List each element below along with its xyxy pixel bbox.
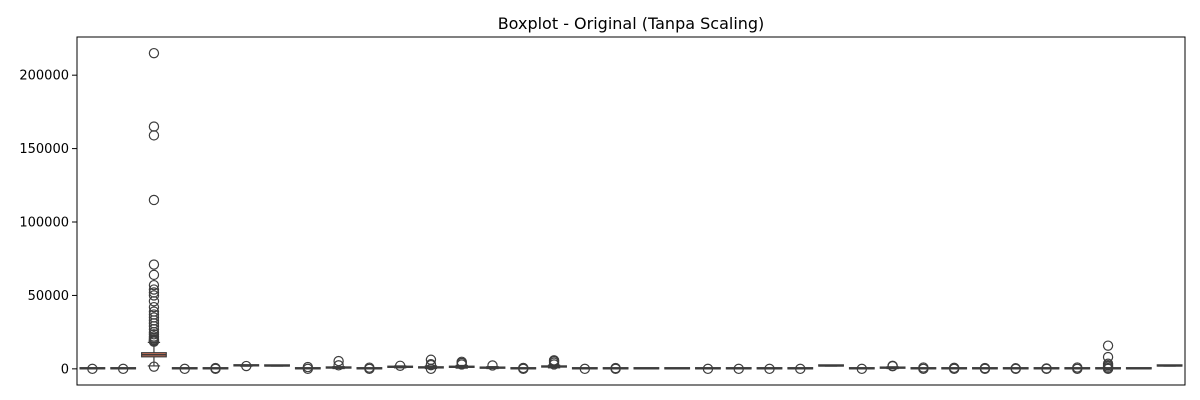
outlier-point [1072, 362, 1083, 373]
box-17 [571, 363, 598, 375]
outlier-point [733, 363, 744, 375]
outlier-point [148, 284, 160, 295]
boxes-group [79, 47, 1183, 375]
box-26 [848, 363, 875, 375]
outlier-point [333, 360, 344, 371]
outlier-point [548, 355, 560, 366]
outlier-point [148, 296, 160, 307]
outlier-point [1010, 363, 1021, 374]
box-1 [79, 363, 106, 375]
outlier-point [148, 301, 160, 313]
outlier-point [148, 269, 160, 281]
box-13 [448, 356, 475, 370]
outlier-point [918, 362, 929, 373]
outlier-point [302, 361, 314, 373]
outlier-point [148, 279, 160, 291]
outlier-point [764, 363, 775, 375]
outlier-point [148, 130, 160, 141]
outlier-point [795, 363, 806, 375]
y-tick-label: 150000 [19, 142, 69, 157]
y-tick-label: 100000 [19, 216, 69, 231]
outlier-point [117, 363, 129, 375]
box-24 [787, 363, 814, 375]
outlier-point [518, 362, 529, 374]
outlier-point [579, 363, 591, 375]
outlier-point [1041, 363, 1052, 374]
outlier-point [148, 259, 160, 270]
outlier-point [394, 360, 406, 371]
outlier-point [425, 354, 437, 365]
outlier-point [210, 362, 221, 374]
outlier-point [1102, 340, 1114, 351]
box-32 [1033, 363, 1060, 375]
box-3 [141, 47, 167, 372]
box-4 [171, 363, 198, 375]
outlier-point [148, 361, 160, 372]
box-9 [325, 355, 352, 371]
box-27 [879, 360, 906, 372]
y-tick-label: 50000 [28, 289, 69, 304]
box-14 [479, 360, 506, 371]
outlier-point [1102, 358, 1114, 369]
box-31 [1002, 363, 1029, 375]
outlier-point [979, 362, 991, 374]
box-30 [972, 362, 998, 375]
box-29 [941, 362, 968, 375]
y-tick-label: 200000 [19, 69, 69, 84]
outlier-point [148, 121, 160, 132]
outlier-point [87, 363, 98, 375]
box-12 [418, 354, 444, 375]
outlier-point [425, 358, 437, 370]
box-22 [725, 363, 752, 375]
outlier-point [179, 363, 190, 375]
outlier-point [887, 360, 898, 371]
outlier-point [856, 363, 868, 375]
outlier-point [1102, 351, 1114, 363]
box-28 [910, 362, 937, 375]
outlier-point [148, 194, 160, 206]
box-20 [664, 367, 691, 370]
box-23 [756, 363, 783, 375]
plot-frame [76, 36, 1186, 386]
outlier-point [610, 362, 621, 374]
box-33 [1064, 362, 1091, 375]
chart-title: Boxplot - Original (Tanpa Scaling) [498, 14, 765, 33]
box-11 [387, 360, 414, 371]
box-10 [356, 362, 383, 375]
box-18 [602, 362, 629, 375]
box-34 [1095, 340, 1121, 375]
outlier-point [702, 363, 714, 375]
box-36 [1156, 364, 1183, 367]
outlier-point [333, 355, 344, 367]
outlier-point [948, 362, 960, 374]
box-7 [264, 364, 290, 367]
outlier-point [148, 321, 160, 332]
outlier-point [241, 360, 252, 372]
box-15 [510, 362, 537, 375]
box-25 [818, 364, 844, 367]
outlier-point [148, 336, 160, 347]
outlier-point [148, 290, 160, 301]
outlier-point [148, 47, 160, 59]
outlier-point [456, 356, 467, 367]
box-2 [110, 363, 137, 375]
box-19 [633, 367, 660, 370]
box-6 [233, 360, 260, 372]
outlier-point [364, 362, 375, 373]
box-8 [294, 361, 321, 375]
box-16 [541, 355, 567, 370]
box-21 [695, 363, 721, 375]
outlier-point [487, 360, 498, 371]
box-5 [202, 362, 229, 375]
y-tick-label: 0 [61, 362, 69, 377]
box-35 [1125, 367, 1152, 370]
y-axis: 0 50000 100000 150000 200000 [19, 69, 77, 377]
